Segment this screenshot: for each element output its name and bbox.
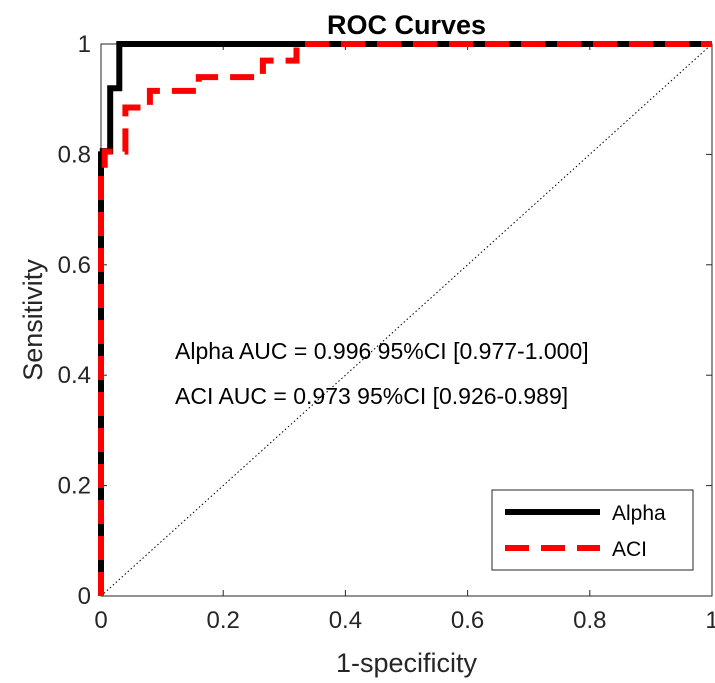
legend: Alpha ACI xyxy=(491,489,694,571)
y-tick-label: 0.2 xyxy=(58,473,91,500)
y-tick-label: 1 xyxy=(78,31,91,58)
x-tick-label: 0.8 xyxy=(573,607,606,634)
x-tick-label: 0.2 xyxy=(207,607,240,634)
legend-label-aci: ACI xyxy=(612,538,647,561)
chart-title: ROC Curves xyxy=(327,10,486,40)
y-tick-label: 0.4 xyxy=(58,362,91,389)
x-tick-label: 0.4 xyxy=(329,607,362,634)
y-tick-label: 0.8 xyxy=(58,141,91,168)
legend-box xyxy=(491,489,694,571)
series-aci-line xyxy=(98,41,712,596)
reference-diagonal xyxy=(100,43,713,597)
aci-auc-annotation: ACI AUC = 0.973 95%CI [0.926-0.989] xyxy=(175,383,568,409)
x-tick-label: 1 xyxy=(705,607,715,634)
x-tick-label: 0 xyxy=(94,607,107,634)
alpha-auc-annotation: Alpha AUC = 0.996 95%CI [0.977-1.000] xyxy=(175,338,589,364)
y-tick-label: 0.6 xyxy=(58,252,91,279)
legend-label-alpha: Alpha xyxy=(612,502,666,525)
y-axis-label: Sensitivity xyxy=(18,259,48,381)
x-axis-label: 1-specificity xyxy=(336,648,478,678)
y-tick-label: 0 xyxy=(78,583,91,610)
x-tick-label: 0.6 xyxy=(451,607,484,634)
